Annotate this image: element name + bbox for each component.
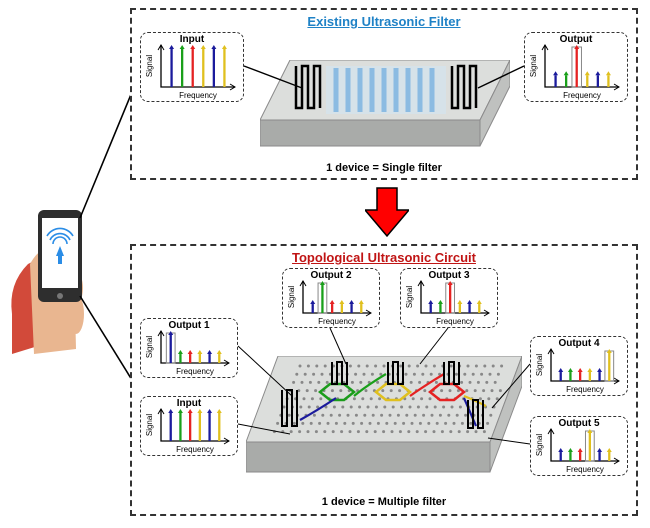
panel-existing-filter: Existing Ultrasonic Filter Input Frequen…	[130, 8, 638, 180]
top-conn-lines	[132, 10, 636, 178]
hand-phone-icon	[4, 204, 114, 354]
arrow-down-icon	[365, 186, 409, 238]
caption-bot: 1 device = Multiple filter	[132, 496, 636, 508]
diagram-root: Existing Ultrasonic Filter Input Frequen…	[0, 0, 650, 528]
panel-topological-circuit: Topological Ultrasonic Circuit Output 1F…	[130, 244, 638, 516]
caption-top: 1 device = Single filter	[132, 162, 636, 174]
bot-conn-lines	[132, 246, 636, 514]
